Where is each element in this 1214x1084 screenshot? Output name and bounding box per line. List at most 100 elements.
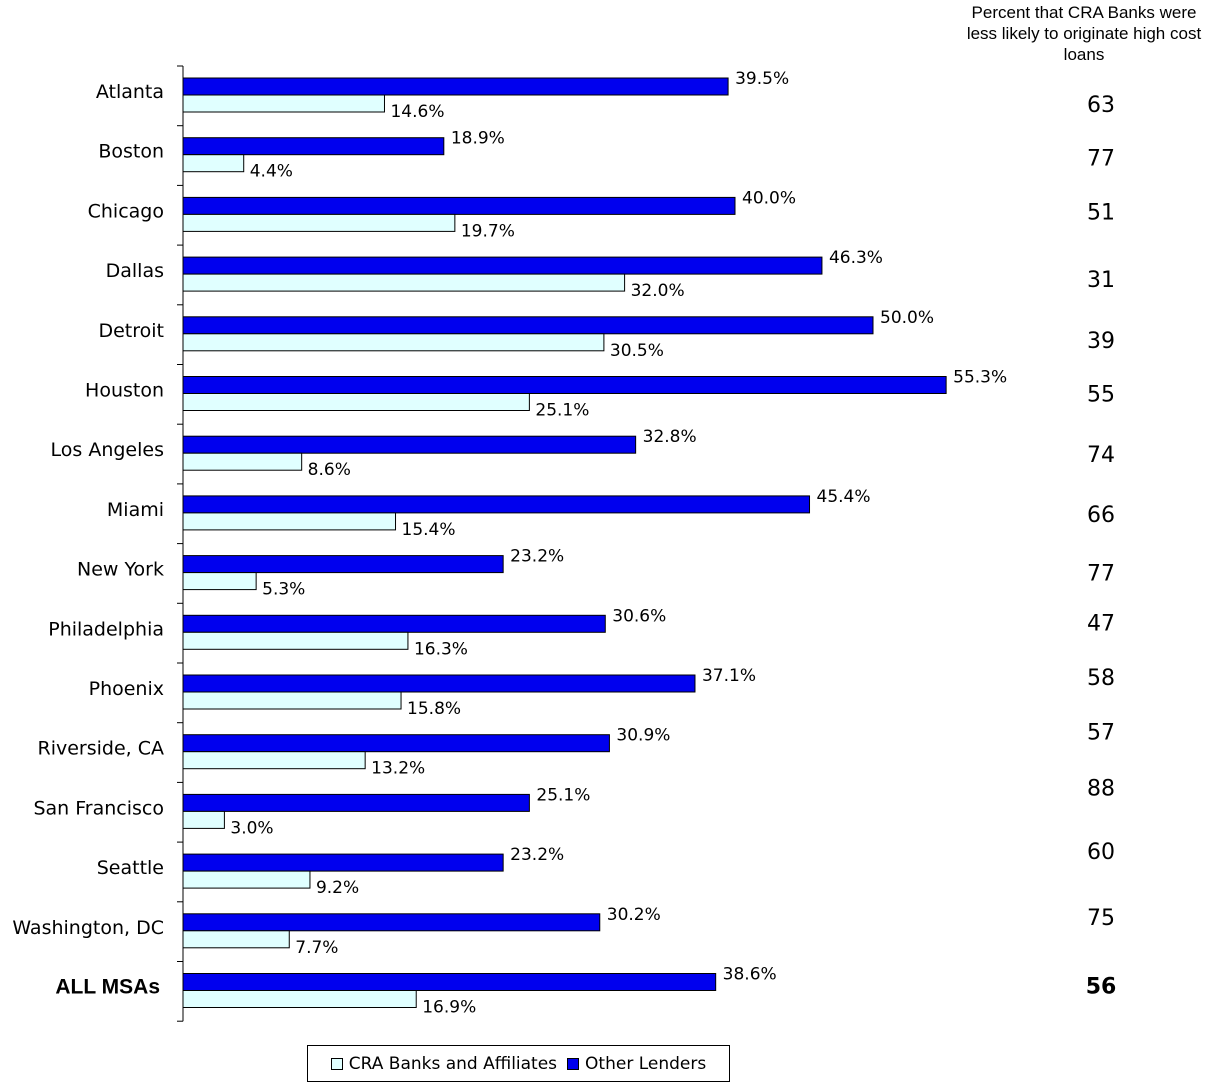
category-label: Detroit bbox=[98, 320, 164, 342]
bar-other-lenders bbox=[182, 435, 637, 454]
category-label: Washington, DC bbox=[12, 917, 164, 939]
bar-cra-banks bbox=[182, 512, 397, 531]
category-label: New York bbox=[77, 559, 164, 581]
legend-item-cra: CRA Banks and Affiliates bbox=[330, 1053, 558, 1074]
data-label-cra-banks: 9.2% bbox=[316, 878, 359, 898]
data-label-cra-banks: 16.3% bbox=[414, 639, 468, 659]
data-label-cra-banks: 14.6% bbox=[390, 102, 444, 122]
side-column-value: 77 bbox=[1087, 562, 1115, 587]
category-label: Phoenix bbox=[89, 678, 164, 700]
data-label-other-lenders: 40.0% bbox=[742, 188, 796, 208]
legend-swatch-other bbox=[567, 1057, 580, 1070]
side-column-value: 39 bbox=[1087, 329, 1115, 354]
bar-other-lenders bbox=[182, 77, 729, 96]
data-label-cra-banks: 19.7% bbox=[461, 221, 515, 241]
bar-cra-banks bbox=[182, 990, 417, 1008]
data-label-other-lenders: 55.3% bbox=[953, 368, 1007, 388]
category-label: Dallas bbox=[106, 260, 164, 282]
category-label: Riverside, CA bbox=[38, 738, 165, 760]
data-label-cra-banks: 30.5% bbox=[610, 341, 664, 361]
side-column-value: 63 bbox=[1087, 93, 1115, 118]
data-label-cra-banks: 5.3% bbox=[262, 580, 305, 600]
side-column-value: 74 bbox=[1087, 443, 1115, 468]
data-label-cra-banks: 15.8% bbox=[407, 699, 461, 719]
side-column-value: 58 bbox=[1087, 666, 1115, 691]
side-column-value: 31 bbox=[1087, 268, 1115, 293]
category-label: Atlanta bbox=[96, 81, 164, 103]
bar-other-lenders bbox=[182, 793, 530, 812]
data-label-cra-banks: 4.4% bbox=[250, 162, 293, 182]
bar-cra-banks bbox=[182, 631, 409, 650]
data-label-other-lenders: 50.0% bbox=[880, 308, 934, 328]
category-axis bbox=[177, 65, 184, 1022]
data-label-cra-banks: 25.1% bbox=[535, 401, 589, 421]
data-label-other-lenders: 23.2% bbox=[510, 547, 564, 567]
bar-other-lenders bbox=[182, 853, 504, 872]
bar-cra-banks bbox=[182, 452, 303, 471]
side-column-value: 75 bbox=[1087, 906, 1115, 931]
data-label-other-lenders: 25.1% bbox=[536, 785, 590, 805]
data-label-other-lenders: 18.9% bbox=[451, 129, 505, 149]
bar-other-lenders bbox=[182, 137, 445, 156]
bar-other-lenders bbox=[182, 196, 736, 215]
bar-cra-banks bbox=[182, 393, 530, 411]
category-label: ALL MSAs bbox=[55, 976, 160, 999]
side-column-value: 88 bbox=[1087, 776, 1115, 801]
data-label-other-lenders: 38.6% bbox=[723, 965, 777, 985]
category-label: Seattle bbox=[97, 857, 164, 879]
bar-cra-banks bbox=[182, 572, 257, 591]
legend-label-other: Other Lenders bbox=[585, 1053, 707, 1074]
bar-cra-banks bbox=[182, 751, 366, 770]
bar-cra-banks bbox=[182, 273, 626, 292]
bar-cra-banks bbox=[182, 930, 290, 949]
bar-other-lenders bbox=[182, 614, 606, 633]
side-column-value: 56 bbox=[1086, 975, 1117, 1000]
side-column-value: 47 bbox=[1087, 611, 1115, 636]
data-label-other-lenders: 30.9% bbox=[616, 726, 670, 746]
data-label-cra-banks: 16.9% bbox=[422, 998, 476, 1018]
bar-cra-banks bbox=[182, 333, 605, 352]
bar-cra-banks bbox=[182, 154, 245, 173]
bar-other-lenders bbox=[182, 674, 696, 693]
side-column-value: 51 bbox=[1087, 200, 1115, 225]
bar-other-lenders bbox=[182, 376, 947, 394]
data-label-other-lenders: 30.2% bbox=[607, 905, 661, 925]
bar-cra-banks bbox=[182, 870, 311, 889]
data-label-cra-banks: 7.7% bbox=[295, 938, 338, 958]
data-label-other-lenders: 46.3% bbox=[829, 248, 883, 268]
category-label: Houston bbox=[85, 380, 164, 402]
bar-cra-banks bbox=[182, 810, 225, 829]
labels: 39.5% 14.6% Atlanta 63 18.9% 4.4% Boston 77 40.0… bbox=[12, 69, 1116, 1018]
legend-swatch-cra bbox=[330, 1057, 343, 1070]
data-label-other-lenders: 30.6% bbox=[612, 606, 666, 626]
bar-other-lenders bbox=[182, 555, 504, 574]
bar-other-lenders bbox=[182, 734, 610, 753]
bar-cra-banks bbox=[182, 94, 385, 113]
data-label-cra-banks: 8.6% bbox=[308, 460, 351, 480]
data-label-cra-banks: 3.0% bbox=[230, 818, 273, 838]
data-label-cra-banks: 32.0% bbox=[631, 281, 685, 301]
legend-label-cra: CRA Banks and Affiliates bbox=[348, 1053, 558, 1074]
side-column-value: 55 bbox=[1087, 383, 1115, 408]
category-label: Boston bbox=[98, 141, 164, 163]
data-label-other-lenders: 45.4% bbox=[817, 487, 871, 507]
bar-other-lenders bbox=[182, 495, 811, 514]
bar-other-lenders bbox=[182, 973, 717, 991]
category-label: Philadelphia bbox=[48, 618, 164, 640]
side-column-value: 77 bbox=[1087, 147, 1115, 172]
category-label: San Francisco bbox=[33, 797, 164, 819]
side-column-value: 60 bbox=[1087, 840, 1115, 865]
data-label-other-lenders: 39.5% bbox=[735, 69, 789, 89]
data-label-cra-banks: 13.2% bbox=[371, 759, 425, 779]
category-label: Miami bbox=[107, 499, 164, 521]
bar-other-lenders bbox=[182, 913, 601, 932]
side-column-value: 66 bbox=[1087, 503, 1115, 528]
data-label-cra-banks: 15.4% bbox=[402, 520, 456, 540]
bars bbox=[182, 77, 947, 1008]
data-label-other-lenders: 23.2% bbox=[510, 845, 564, 865]
bar-cra-banks bbox=[182, 213, 456, 232]
data-label-other-lenders: 32.8% bbox=[643, 427, 697, 447]
side-column-heading: Percent that CRA Banks were less likely … bbox=[966, 3, 1202, 64]
bar-cra-banks bbox=[182, 691, 402, 710]
legend: CRA Banks and Affiliates Other Lenders bbox=[307, 1045, 730, 1082]
